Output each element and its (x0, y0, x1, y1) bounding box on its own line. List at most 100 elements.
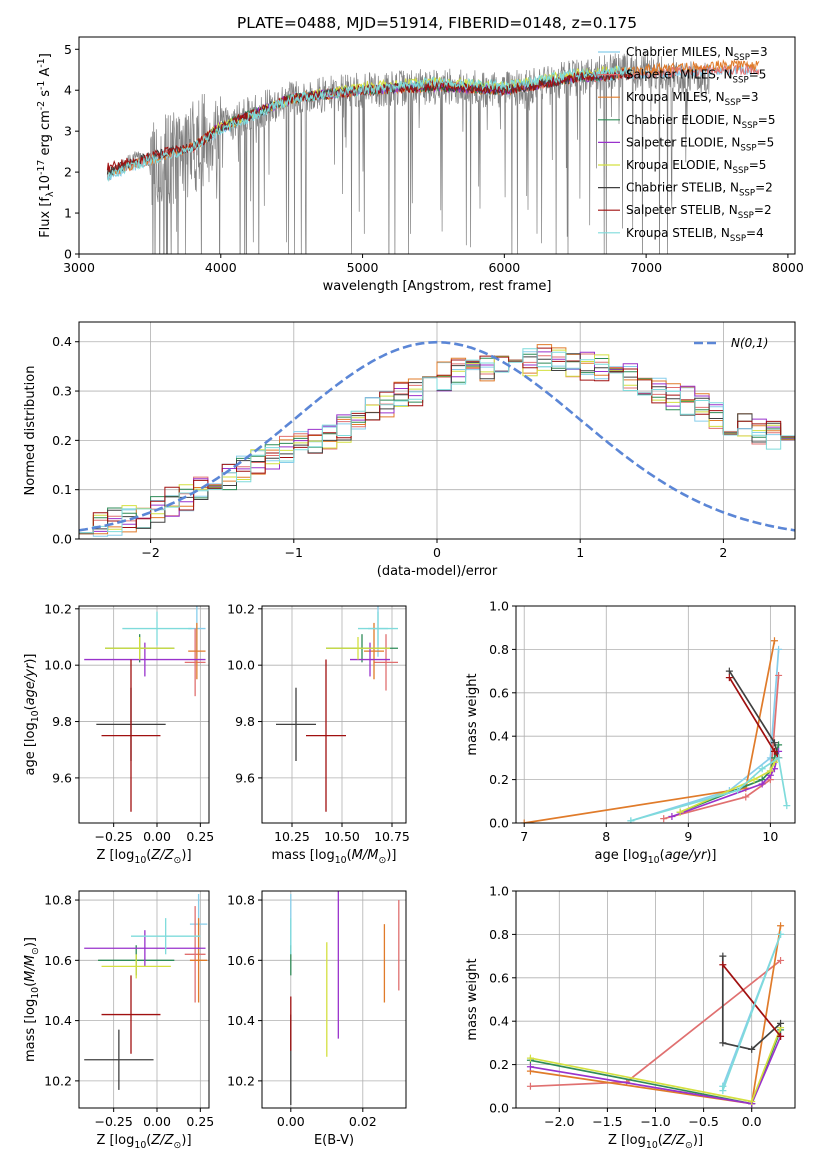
histogram-1 (79, 351, 795, 537)
weight-marker (660, 815, 668, 823)
x-tick-label: −1.0 (640, 1114, 670, 1129)
y-tick-label: 3 (64, 124, 72, 139)
errorbar-point-8 (101, 975, 161, 1054)
y-tick-label: 0.4 (52, 334, 72, 349)
x-tick-label: 2 (719, 545, 727, 560)
y-tick-label: 10.0 (44, 658, 72, 673)
x-axis-label: age [log10(age/yr)] (594, 848, 716, 866)
x-tick-label: 0.25 (186, 1114, 214, 1129)
weight-marker (526, 1082, 534, 1090)
y-tick-label: 0.2 (52, 433, 72, 448)
panel-spectrum: 3000 4000 5000 6000 7000 8000 0 1 2 3 4 5 wavelength… (36, 14, 804, 294)
x-tick-label: 0.00 (143, 829, 171, 844)
weight-marker (725, 667, 733, 675)
y-tick-label: 0.0 (52, 532, 72, 547)
y-axis-label: Flux [fλ10-17 erg cm-2 s-1 A-1] (36, 53, 56, 238)
y-tick-label: 10.2 (227, 1073, 255, 1088)
x-axis-label: mass [log10(M/M⊙)] (272, 848, 397, 866)
plot-area (84, 894, 208, 1090)
y-tick-label: 10.6 (44, 953, 72, 968)
x-tick-label: 7 (520, 829, 528, 844)
y-tick-label: 0.0 (489, 1101, 509, 1116)
errorbar-point-9 (131, 918, 201, 955)
panel-age-vs-Z: −0.25 0.00 0.25 9.6 9.8 10.0 10.2 Z [log10(Z/Z⊙… (23, 601, 214, 866)
x-tick-label: 9 (684, 829, 692, 844)
weight-marker (748, 1045, 756, 1053)
panel-mass-vs-Z: −0.25 0.00 0.25 10.2 10.4 10.6 10.8 Z [log10(Z/… (23, 890, 214, 1151)
axes-frame: 0.00 0.02 10.2 10.4 10.6 10.8 E(B-V) (227, 890, 407, 1148)
x-tick-label: −2 (141, 545, 159, 560)
x-tick-label: 7000 (630, 260, 662, 275)
weight-marker (719, 961, 727, 969)
x-axis-label: E(B-V) (314, 1133, 354, 1148)
weight-line-8 (722, 964, 782, 1037)
axes-border (515, 605, 796, 824)
y-tick-label: 0.3 (52, 384, 72, 399)
y-axis-label: age [log10(age/yr)] (23, 653, 41, 775)
y-tick-label: 10.4 (227, 1013, 255, 1028)
errorbar-point-8 (306, 659, 346, 812)
legend-entry: Salpeter MILES, NSSP=5 (626, 68, 766, 86)
y-tick-label: 1 (64, 206, 72, 221)
y-tick-label: 0.6 (489, 685, 509, 700)
y-tick-label: 9.6 (52, 770, 72, 785)
errorbar-point-6 (105, 637, 175, 660)
y-tick-label: 9.8 (52, 714, 72, 729)
errorbar-point-2 (184, 906, 206, 1003)
legend-entry: Chabrier STELIB, NSSP=2 (626, 181, 773, 199)
weight-marker (676, 808, 684, 816)
y-tick-label: 10.0 (227, 658, 255, 673)
x-tick-label: 8 (602, 829, 610, 844)
weight-marker (725, 674, 733, 682)
histogram-8 (79, 347, 795, 534)
y-axis-label: mass weight (465, 673, 480, 755)
weight-marker (770, 637, 778, 645)
errorbar-point-8 (101, 659, 161, 812)
axes-frame: 3000 4000 5000 6000 7000 8000 0 1 2 3 4 5 wavelength… (36, 14, 804, 294)
histogram-9 (79, 348, 795, 534)
x-tick-label: 0.02 (349, 1114, 377, 1129)
chart-title: PLATE=0488, MJD=51914, FIBERID=0148, z=0… (237, 14, 637, 32)
y-tick-label: 0 (64, 247, 72, 262)
x-tick-label: −2.0 (544, 1114, 574, 1129)
x-tick-label: −0.5 (688, 1114, 718, 1129)
weight-marker (777, 1019, 785, 1027)
data-spectrum-line (107, 51, 710, 254)
weight-marker (770, 739, 778, 747)
errorbar-point-6 (326, 637, 390, 660)
weight-marker (627, 817, 635, 823)
x-tick-label: 8000 (772, 260, 804, 275)
plot-area (520, 637, 791, 823)
gaussian-curve (79, 340, 795, 532)
errorbar-point-7 (84, 1029, 154, 1090)
weight-line-3 (524, 640, 776, 823)
plot-area (106, 51, 760, 254)
x-tick-label: 10.50 (324, 829, 360, 844)
y-tick-label: 0.2 (489, 1057, 509, 1072)
weight-line-2 (663, 675, 780, 820)
weight-marker (719, 1087, 727, 1095)
x-tick-label: 0.25 (186, 829, 214, 844)
axes-frame: −2.0 −1.5 −1.0 −0.5 0.0 0.0 0.2 0.4 0.6 0.8 1.0 Z [… (465, 884, 796, 1151)
axes-border (78, 605, 210, 824)
y-tick-label: 9.6 (235, 770, 255, 785)
weight-marker (719, 952, 727, 960)
x-tick-label: −1 (285, 545, 303, 560)
y-tick-label: 0.2 (489, 772, 509, 787)
x-tick-label: 4000 (205, 260, 237, 275)
weight-marker (777, 922, 785, 930)
model-line-9 (106, 65, 632, 182)
x-axis-label: wavelength [Angstrom, rest frame] (323, 279, 552, 294)
y-tick-label: 10.8 (227, 893, 255, 908)
y-tick-label: 0.4 (489, 729, 509, 744)
legend-entry: Kroupa MILES, NSSP=3 (626, 90, 759, 108)
plot-area (84, 606, 206, 812)
x-tick-label: 1 (576, 545, 584, 560)
y-tick-label: 2 (64, 165, 72, 180)
plot-area (276, 606, 398, 812)
x-tick-label: 0.0 (742, 1114, 762, 1129)
weight-marker (775, 754, 783, 762)
y-tick-label: 0.0 (489, 816, 509, 831)
errorbar-point-3 (364, 622, 384, 680)
